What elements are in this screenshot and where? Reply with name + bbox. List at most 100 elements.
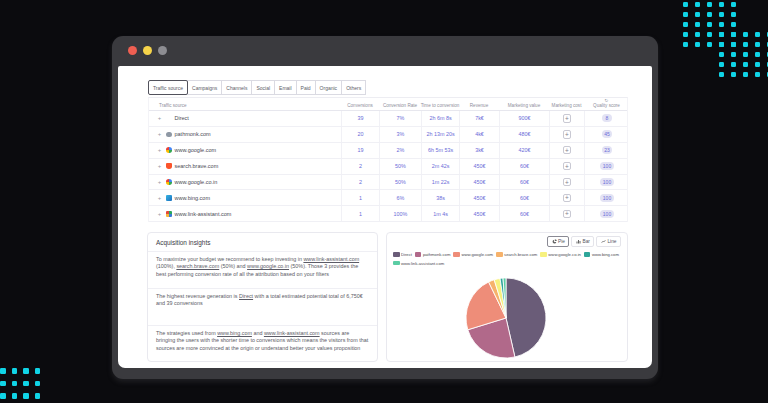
decor-dot [719, 62, 724, 67]
google-favicon-icon [166, 147, 172, 153]
add-marketing-cost-button[interactable]: + [563, 194, 572, 203]
add-marketing-cost-button[interactable]: + [563, 162, 572, 171]
decor-dot [719, 2, 724, 7]
tab-bar: Traffic sourceCampaignsChannelsSocialEma… [148, 80, 366, 95]
conversions-cell: 1 [341, 206, 379, 221]
insight-paragraph: The strategies used from www.bing.com an… [148, 325, 377, 363]
tab-others[interactable]: Others [341, 80, 366, 95]
value-cell: 60€ [499, 159, 549, 174]
tab-campaigns[interactable]: Campaigns [187, 80, 222, 95]
line-chart-icon [601, 239, 606, 244]
insight-link[interactable]: www.link-assistant.com [264, 330, 320, 336]
decor-dot [731, 2, 736, 7]
add-marketing-cost-button[interactable]: + [563, 178, 572, 187]
add-marketing-cost-button[interactable]: + [563, 146, 572, 155]
add-marketing-cost-button[interactable]: + [563, 114, 572, 123]
decor-dot [35, 381, 41, 387]
traffic-source-name[interactable]: www.bing.com [175, 195, 210, 201]
quality-score-badge: 23 [602, 146, 613, 154]
tab-organic[interactable]: Organic [315, 80, 343, 95]
revenue-cell: 450€ [459, 190, 499, 205]
legend-item[interactable]: www.google.com [453, 252, 493, 257]
tab-social[interactable]: Social [251, 80, 275, 95]
decor-dot [0, 393, 6, 399]
column-header-traffic-source: Traffic source [149, 98, 341, 110]
decor-dot [695, 2, 700, 7]
google-favicon-icon [166, 179, 172, 185]
pie-chart [464, 276, 548, 360]
expand-row-button[interactable]: + [156, 131, 163, 137]
column-header-time-to-conversion: Time to conversion [421, 98, 459, 110]
legend-swatch [540, 252, 547, 257]
add-marketing-cost-button[interactable]: + [563, 210, 572, 219]
insight-link[interactable]: www.link-assistant.com [303, 256, 359, 262]
decor-dot [12, 393, 18, 399]
maximize-window-button[interactable] [158, 46, 167, 55]
legend-item[interactable]: www.google.co.in [540, 252, 581, 257]
expand-row-button[interactable]: + [156, 195, 163, 201]
legend-item[interactable]: pathmonk.com [415, 252, 450, 257]
decor-dot [755, 42, 760, 47]
expand-row-button[interactable]: + [156, 115, 163, 121]
traffic-source-name[interactable]: www.google.co.in [175, 179, 218, 185]
decor-dot [683, 42, 688, 47]
legend-item[interactable]: www.link-assistant.com [393, 261, 444, 266]
value-cell: 420€ [499, 143, 549, 158]
table-row: +Direct397%2h 6m 8s7k€900€+8 [149, 111, 627, 127]
decor-dot [695, 32, 700, 37]
decor-dot [12, 381, 18, 387]
value-cell: 900€ [499, 111, 549, 126]
link-assistant-favicon-icon [166, 211, 172, 217]
decor-dot [23, 393, 29, 399]
decor-dot [731, 22, 736, 27]
decor-dot [0, 381, 6, 387]
add-marketing-cost-button[interactable]: + [563, 130, 572, 139]
rate-cell: 3% [379, 127, 421, 142]
traffic-source-name[interactable]: search.brave.com [175, 163, 219, 169]
chart-type-line-button[interactable]: Line [596, 236, 621, 247]
insight-paragraph: The highest revenue generation is Direct… [148, 288, 377, 325]
traffic-source-name[interactable]: www.link-assistant.com [175, 211, 232, 217]
rate-cell: 50% [379, 159, 421, 174]
tab-channels[interactable]: Channels [221, 80, 252, 95]
tab-email[interactable]: Email [274, 80, 297, 95]
decor-dot [23, 368, 29, 374]
insight-link[interactable]: www.google.co.in [247, 263, 289, 269]
insight-link[interactable]: Direct [239, 293, 253, 299]
insight-link[interactable]: www.bing.com [217, 330, 252, 336]
decor-dot [35, 368, 41, 374]
minimize-window-button[interactable] [143, 46, 152, 55]
none-favicon-icon [166, 116, 172, 122]
legend-item[interactable]: Direct [393, 252, 412, 257]
decor-dot [12, 368, 18, 374]
decor-dot [707, 2, 712, 7]
chart-type-pie-button[interactable]: Pie [547, 236, 569, 247]
time-cell: 38s [421, 190, 459, 205]
expand-row-button[interactable]: + [156, 211, 163, 217]
expand-row-button[interactable]: + [156, 179, 163, 185]
rate-cell: 2% [379, 143, 421, 158]
tab-traffic-source[interactable]: Traffic source [148, 80, 188, 95]
traffic-source-name[interactable]: Direct [175, 115, 189, 121]
insight-link[interactable]: search.brave.com [176, 263, 219, 269]
column-header-conversions: Conversions [341, 98, 379, 110]
decor-dot [695, 12, 700, 17]
table-row: +www.google.co.in250%1m 22s450€60€+100 [149, 175, 627, 191]
legend-swatch [393, 252, 400, 257]
time-cell: 1m 4s [421, 206, 459, 221]
close-window-button[interactable] [128, 46, 137, 55]
decor-dot [683, 32, 688, 37]
chart-type-switcher: PieBarLine [547, 236, 621, 247]
chart-type-bar-button[interactable]: Bar [571, 236, 594, 247]
legend-swatch [393, 261, 400, 266]
expand-row-button[interactable]: + [156, 163, 163, 169]
traffic-source-name[interactable]: pathmonk.com [175, 131, 211, 137]
traffic-source-name[interactable]: www.google.com [175, 147, 217, 153]
conversions-cell: 1 [341, 190, 379, 205]
tab-paid[interactable]: Paid [296, 80, 316, 95]
expand-row-button[interactable]: + [156, 147, 163, 153]
legend-item[interactable]: search.brave.com [496, 252, 537, 257]
decor-dot [719, 22, 724, 27]
brave-favicon-icon [166, 163, 172, 169]
legend-item[interactable]: www.bing.com [584, 252, 619, 257]
